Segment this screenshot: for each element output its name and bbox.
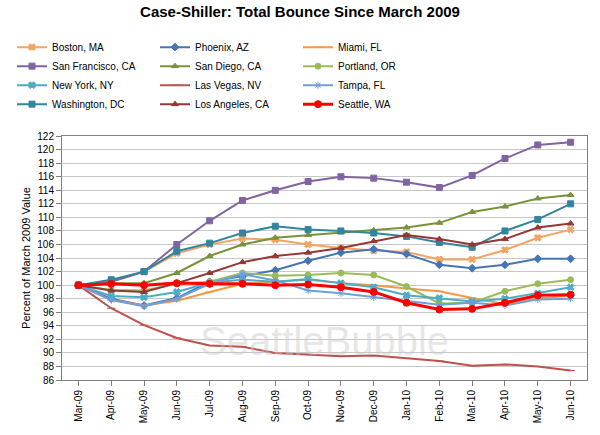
svg-text:118: 118 (38, 158, 54, 169)
svg-text:114: 114 (38, 185, 54, 196)
svg-text:90: 90 (43, 347, 55, 358)
svg-text:San Diego, CA: San Diego, CA (195, 61, 261, 72)
svg-text:Jan-10: Jan-10 (401, 390, 412, 421)
svg-text:106: 106 (37, 239, 54, 250)
svg-text:Tampa, FL: Tampa, FL (338, 80, 386, 91)
svg-text:92: 92 (43, 334, 55, 345)
svg-text:May-09: May-09 (138, 390, 149, 424)
svg-text:104: 104 (37, 253, 54, 264)
svg-text:Washington, DC: Washington, DC (52, 99, 124, 110)
svg-text:86: 86 (43, 375, 55, 386)
svg-text:116: 116 (38, 171, 54, 182)
svg-text:Apr-10: Apr-10 (499, 390, 510, 420)
svg-text:Las Vegas, NV: Las Vegas, NV (195, 80, 261, 91)
svg-text:Oct-09: Oct-09 (302, 390, 313, 420)
svg-text:Dec-09: Dec-09 (368, 390, 379, 423)
svg-text:Portland, OR: Portland, OR (338, 61, 396, 72)
svg-text:New York, NY: New York, NY (52, 80, 114, 91)
svg-text:102: 102 (37, 266, 54, 277)
svg-text:Case-Shiller: Total Bounce Sin: Case-Shiller: Total Bounce Since March 2… (140, 3, 460, 20)
svg-text:Jun-09: Jun-09 (171, 390, 182, 421)
svg-text:96: 96 (43, 307, 55, 318)
svg-text:Jun-10: Jun-10 (565, 390, 576, 421)
svg-text:88: 88 (43, 361, 55, 372)
svg-text:San Francisco, CA: San Francisco, CA (52, 61, 136, 72)
svg-text:Phoenix, AZ: Phoenix, AZ (195, 42, 249, 53)
svg-text:Mar-10: Mar-10 (466, 390, 477, 422)
svg-text:120: 120 (37, 144, 54, 155)
svg-text:Miami, FL: Miami, FL (338, 42, 382, 53)
svg-text:Jul-09: Jul-09 (204, 390, 215, 418)
svg-text:May-10: May-10 (532, 390, 543, 424)
svg-text:Sep-09: Sep-09 (270, 390, 281, 423)
svg-text:Seattle, WA: Seattle, WA (338, 99, 391, 110)
svg-text:108: 108 (37, 225, 54, 236)
svg-text:100: 100 (37, 280, 54, 291)
svg-text:Boston, MA: Boston, MA (52, 42, 104, 53)
svg-text:94: 94 (43, 320, 55, 331)
svg-text:SeattleBubble: SeattleBubble (200, 319, 449, 363)
svg-text:98: 98 (43, 293, 55, 304)
svg-text:Nov-09: Nov-09 (335, 390, 346, 423)
svg-text:Aug-09: Aug-09 (237, 390, 248, 423)
svg-text:112: 112 (38, 198, 54, 209)
svg-text:Feb-10: Feb-10 (434, 390, 445, 422)
svg-text:Mar-09: Mar-09 (73, 390, 84, 422)
svg-text:110: 110 (38, 212, 54, 223)
svg-text:Apr-09: Apr-09 (105, 390, 116, 420)
svg-text:Percent of March 2009 Value: Percent of March 2009 Value (20, 187, 32, 329)
svg-text:122: 122 (37, 131, 54, 142)
svg-text:Los Angeles, CA: Los Angeles, CA (195, 99, 269, 110)
